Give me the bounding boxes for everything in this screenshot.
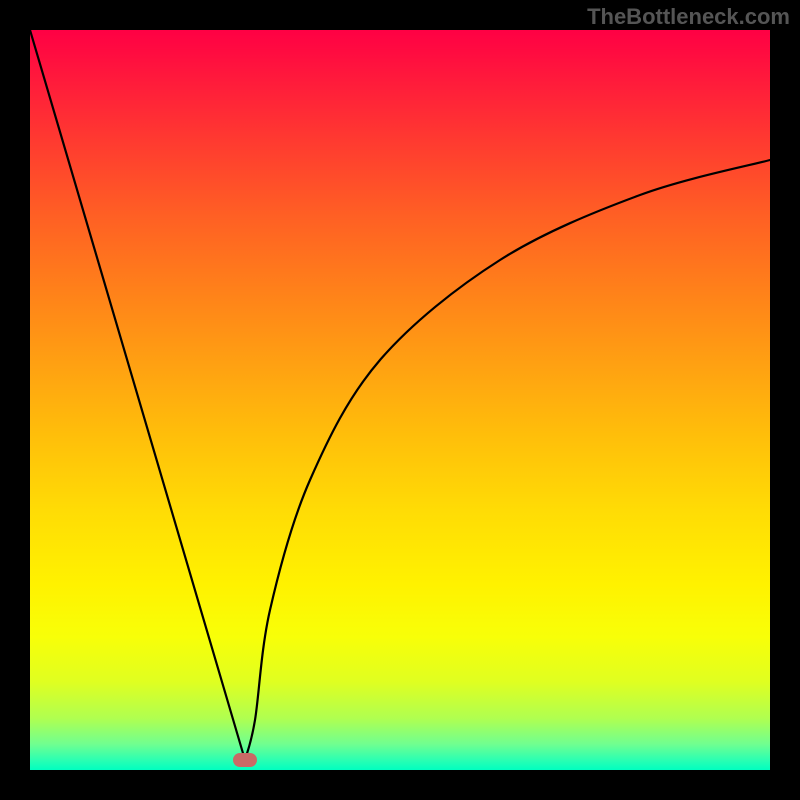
bottleneck-curve (30, 30, 770, 760)
chart-root: TheBottleneck.com (0, 0, 800, 800)
watermark-text: TheBottleneck.com (587, 4, 790, 30)
curve-layer (0, 0, 800, 800)
bottleneck-marker (233, 753, 257, 767)
